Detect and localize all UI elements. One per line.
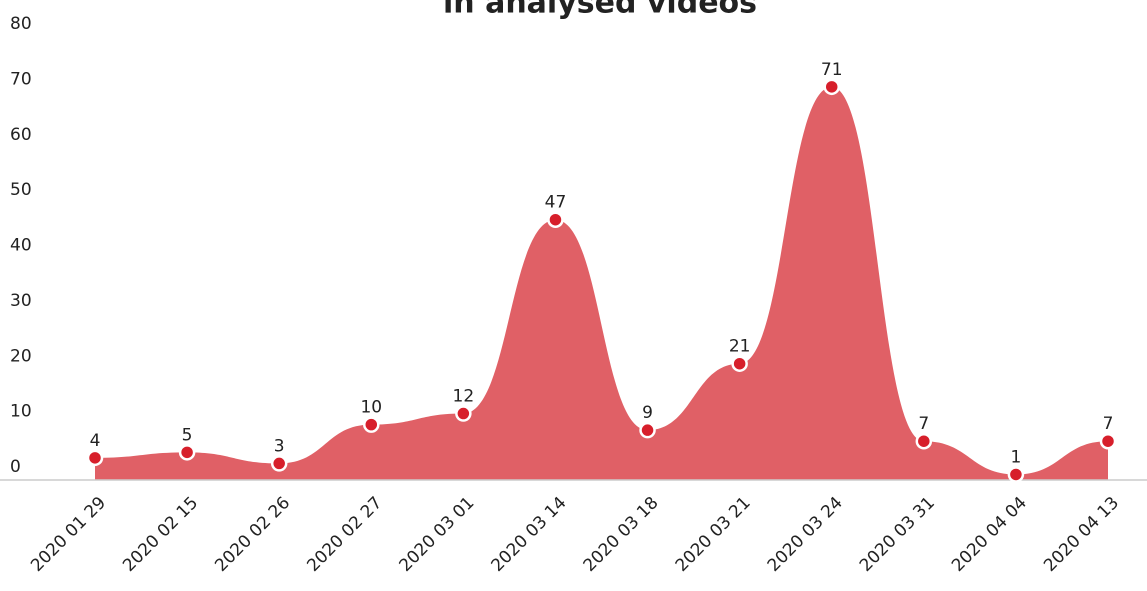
y-tick-label: 70 (10, 69, 32, 89)
point (270, 455, 288, 472)
x-tick-label: 2020 04 13 (1040, 493, 1123, 576)
chart-title: in analysed videos (443, 0, 757, 21)
y-tick-label: 50 (10, 180, 32, 200)
x-tick-label: 2020 03 18 (580, 493, 663, 576)
data-label: 21 (729, 337, 751, 357)
point (915, 432, 933, 450)
y-tick-label: 10 (10, 402, 32, 422)
x-tick-label: 2020 04 04 (948, 493, 1031, 576)
x-tick-label: 2020 03 24 (764, 493, 847, 576)
data-label: 7 (918, 414, 929, 434)
x-tick-label: 2020 02 15 (119, 493, 202, 576)
data-label: 9 (642, 403, 653, 423)
data-label: 4 (90, 431, 101, 451)
point (363, 416, 380, 433)
data-label: 71 (821, 60, 843, 80)
y-tick-label: 80 (10, 14, 32, 34)
point (455, 405, 472, 422)
y-tick-label: 60 (10, 125, 32, 145)
x-tick-label: 2020 03 21 (672, 493, 755, 576)
y-tick-label: 30 (10, 291, 32, 311)
point (547, 211, 564, 228)
data-label: 5 (182, 425, 193, 445)
x-tick-label: 2020 01 29 (27, 493, 110, 576)
y-tick-label: 20 (10, 346, 32, 366)
x-tick-label: 2020 02 26 (211, 493, 294, 576)
x-tick-label: 2020 02 27 (303, 493, 386, 576)
point (178, 444, 196, 461)
x-tick-label: 2020 03 31 (856, 493, 939, 576)
point (731, 355, 748, 372)
data-label: 12 (453, 387, 475, 407)
area (95, 86, 1108, 481)
y-tick-label: 40 (10, 236, 32, 256)
data-label: 47 (545, 193, 567, 213)
y-tick-label: 0 (10, 457, 21, 477)
point (1007, 466, 1025, 483)
point (639, 421, 656, 439)
data-label: 10 (360, 398, 382, 418)
point (823, 78, 840, 96)
data-label: 1 (1010, 447, 1021, 467)
x-tick-label: 2020 03 01 (395, 493, 478, 576)
point (1099, 432, 1117, 450)
x-tick-label: 2020 03 14 (488, 493, 571, 576)
point (86, 449, 104, 467)
data-label: 3 (274, 436, 285, 456)
data-label: 7 (1103, 414, 1114, 434)
